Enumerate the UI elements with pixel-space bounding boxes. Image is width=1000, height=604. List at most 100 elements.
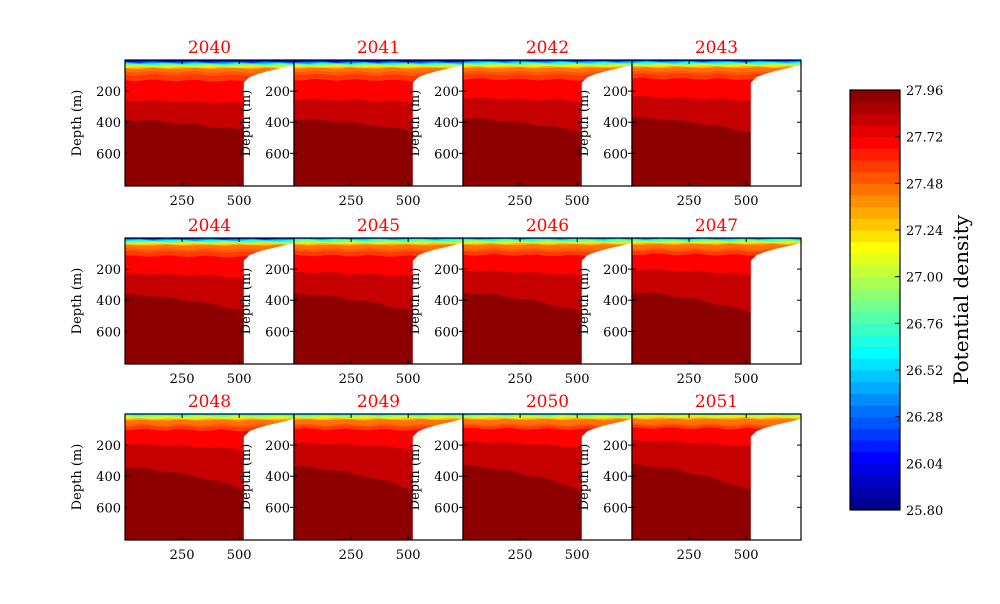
colorbar-level bbox=[850, 90, 900, 103]
y-tick-label: 400 bbox=[96, 294, 121, 309]
y-tick-label: 600 bbox=[265, 325, 290, 340]
colorbar-tick-label: 26.28 bbox=[906, 411, 943, 426]
y-tick-label: 200 bbox=[434, 85, 459, 100]
colorbar-level bbox=[850, 393, 900, 406]
y-tick-label: 400 bbox=[434, 294, 459, 309]
colorbar-level bbox=[850, 381, 900, 394]
y-tick-label: 600 bbox=[603, 147, 628, 162]
colorbar-label: Potential density bbox=[949, 214, 973, 385]
panel-title: 2046 bbox=[526, 216, 569, 236]
y-tick-label: 200 bbox=[434, 439, 459, 454]
x-tick-label: 250 bbox=[339, 194, 364, 209]
y-tick-label: 600 bbox=[603, 501, 628, 516]
seafloor-mask bbox=[243, 242, 294, 364]
colorbar-level bbox=[850, 148, 900, 161]
y-tick-label: 400 bbox=[265, 116, 290, 131]
y-tick-label: 600 bbox=[96, 325, 121, 340]
y-tick-label: 400 bbox=[434, 470, 459, 485]
panel-2043: 2043 200 400 600 250 500 Depth (m) bbox=[577, 38, 802, 209]
panel-title: 2050 bbox=[526, 392, 569, 412]
colorbar-tick-label: 27.48 bbox=[906, 177, 943, 192]
y-tick-label: 600 bbox=[434, 325, 459, 340]
colorbar-level bbox=[850, 440, 900, 453]
y-axis-label: Depth (m) bbox=[239, 444, 254, 511]
panel-2042: 2042 200 400 600 250 500 Depth (m) bbox=[408, 38, 633, 209]
colorbar: 27.96 27.72 27.48 27.24 27.00 26.76 26.52 26.28… bbox=[849, 84, 973, 519]
x-tick-label: 250 bbox=[677, 548, 702, 563]
y-tick-label: 600 bbox=[603, 325, 628, 340]
y-tick-label: 400 bbox=[434, 116, 459, 131]
x-tick-label: 500 bbox=[565, 548, 590, 563]
colorbar-tick-label: 26.04 bbox=[906, 457, 943, 472]
colorbar-frame bbox=[849, 89, 901, 511]
seafloor-mask bbox=[581, 418, 632, 540]
density-field bbox=[632, 238, 801, 364]
colorbar-level bbox=[850, 183, 900, 196]
density-field bbox=[632, 414, 801, 540]
colorbar-level bbox=[850, 230, 900, 243]
y-axis-label: Depth (m) bbox=[408, 444, 423, 511]
panel-title: 2048 bbox=[188, 392, 231, 412]
colorbar-level bbox=[850, 171, 900, 184]
x-tick-label: 500 bbox=[734, 548, 759, 563]
panel-frame bbox=[631, 59, 802, 187]
x-tick-label: 250 bbox=[508, 548, 533, 563]
colorbar-level bbox=[850, 370, 900, 383]
seafloor-mask bbox=[750, 242, 801, 364]
panel-title: 2049 bbox=[357, 392, 400, 412]
y-tick-label: 200 bbox=[265, 85, 290, 100]
y-tick-label: 400 bbox=[603, 294, 628, 309]
colorbar-level bbox=[850, 335, 900, 348]
colorbar-tick-label: 27.24 bbox=[906, 224, 943, 239]
y-tick-label: 400 bbox=[265, 470, 290, 485]
y-tick-label: 600 bbox=[265, 501, 290, 516]
y-axis-label: Depth (m) bbox=[577, 90, 592, 157]
y-axis-label: Depth (m) bbox=[239, 90, 254, 157]
x-tick-label: 500 bbox=[227, 194, 252, 209]
colorbar-level bbox=[850, 241, 900, 254]
y-tick-label: 600 bbox=[434, 501, 459, 516]
seafloor-mask bbox=[750, 64, 801, 186]
panel-2040: 2040 200 400 600 250 500 Depth (m) bbox=[70, 38, 295, 209]
colorbar-level bbox=[850, 475, 900, 488]
colorbar-tick-label: 26.76 bbox=[906, 317, 943, 332]
colorbar-level bbox=[850, 416, 900, 429]
colorbar-tick-label: 27.96 bbox=[906, 84, 943, 99]
density-field bbox=[125, 238, 294, 364]
colorbar-level bbox=[850, 125, 900, 138]
x-tick-label: 500 bbox=[227, 372, 252, 387]
y-tick-label: 200 bbox=[96, 263, 121, 278]
colorbar-level bbox=[850, 463, 900, 476]
panel-title: 2040 bbox=[188, 38, 231, 58]
y-tick-label: 400 bbox=[603, 116, 628, 131]
y-axis-label: Depth (m) bbox=[408, 90, 423, 157]
x-tick-label: 250 bbox=[508, 194, 533, 209]
x-tick-label: 500 bbox=[396, 372, 421, 387]
y-tick-label: 400 bbox=[265, 294, 290, 309]
colorbar-level bbox=[850, 136, 900, 149]
colorbar-level bbox=[850, 428, 900, 441]
panel-title: 2047 bbox=[695, 216, 738, 236]
colorbar-level bbox=[850, 195, 900, 208]
panel-2041: 2041 200 400 600 250 500 Depth (m) bbox=[239, 38, 464, 209]
y-tick-label: 200 bbox=[603, 263, 628, 278]
density-field bbox=[125, 414, 294, 540]
colorbar-level bbox=[850, 206, 900, 219]
y-axis-label: Depth (m) bbox=[577, 444, 592, 511]
density-field bbox=[294, 414, 463, 540]
seafloor-mask bbox=[750, 418, 801, 540]
seafloor-mask bbox=[412, 64, 463, 186]
density-field bbox=[463, 238, 632, 364]
seafloor-mask bbox=[581, 242, 632, 364]
y-axis-label: Depth (m) bbox=[70, 268, 85, 335]
panel-2045: 2045 200 400 600 250 500 Depth (m) bbox=[239, 216, 464, 387]
y-tick-label: 400 bbox=[603, 470, 628, 485]
x-tick-label: 500 bbox=[396, 194, 421, 209]
panel-2047: 2047 200 400 600 250 500 Depth (m) bbox=[577, 216, 802, 387]
panel-title: 2045 bbox=[357, 216, 400, 236]
panel-2051: 2051 200 400 600 250 500 Depth (m) bbox=[577, 392, 802, 563]
panel-title: 2043 bbox=[695, 38, 738, 58]
y-tick-label: 600 bbox=[96, 501, 121, 516]
seafloor-mask bbox=[243, 64, 294, 186]
x-tick-label: 500 bbox=[734, 194, 759, 209]
